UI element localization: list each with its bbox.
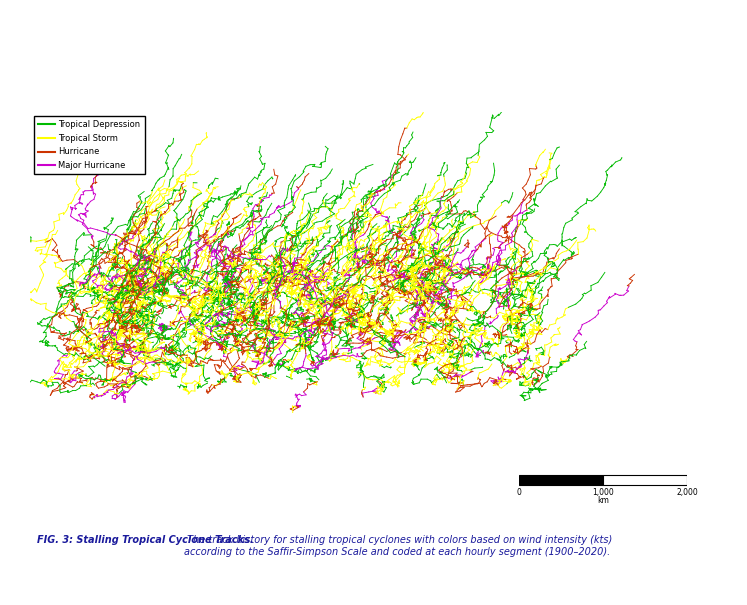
Text: 0: 0: [517, 488, 521, 497]
Text: km: km: [598, 496, 609, 505]
Text: FIG. 3: Stalling Tropical Cyclone Tracks.: FIG. 3: Stalling Tropical Cyclone Tracks…: [37, 535, 254, 546]
Legend: Tropical Depression, Tropical Storm, Hurricane, Major Hurricane: Tropical Depression, Tropical Storm, Hur…: [34, 116, 144, 174]
Bar: [519, 475, 603, 485]
Text: The track history for stalling tropical cyclones with colors based on wind inten: The track history for stalling tropical …: [185, 535, 613, 557]
Bar: [603, 475, 687, 485]
Text: 2,000: 2,000: [676, 488, 698, 497]
Text: 1,000: 1,000: [592, 488, 614, 497]
